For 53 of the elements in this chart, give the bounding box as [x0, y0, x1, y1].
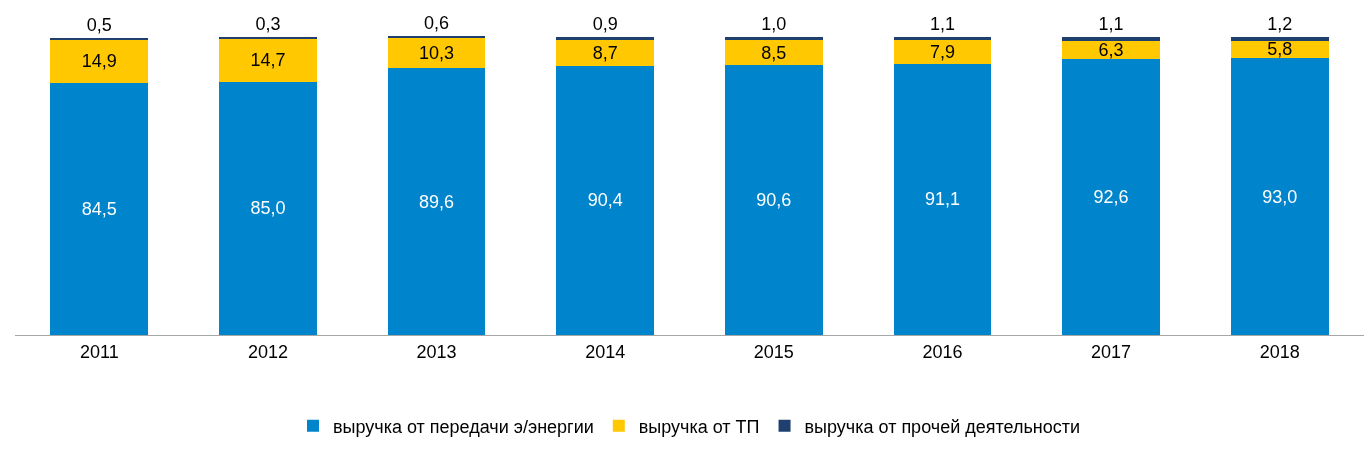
- x-tick-label: 2016: [922, 341, 963, 362]
- bar: [387, 68, 486, 335]
- data-label: 8,5: [761, 42, 787, 63]
- data-label: 5,8: [1267, 39, 1293, 60]
- data-label: 14,9: [81, 51, 117, 72]
- bar: [724, 65, 823, 335]
- bar: [50, 39, 149, 84]
- data-label: 93,0: [1262, 186, 1298, 207]
- bar: [1062, 37, 1160, 41]
- data-label: 10,3: [419, 42, 455, 63]
- data-label: 90,6: [756, 190, 792, 211]
- x-tick-label: 2013: [416, 341, 457, 362]
- bar: [1062, 59, 1160, 335]
- x-tick-label: 2015: [753, 341, 794, 362]
- data-label: 92,6: [1093, 187, 1129, 208]
- data-label: 1,1: [929, 13, 955, 34]
- bar: [219, 81, 317, 335]
- data-label: 0,6: [424, 12, 450, 33]
- data-label: 0,9: [592, 14, 618, 35]
- bar: [556, 37, 655, 40]
- data-label: 0,3: [255, 14, 281, 34]
- x-tick-label: 2017: [1091, 341, 1132, 362]
- x-tick-label: 2018: [1259, 341, 1300, 362]
- legend-label: выручка от ТП: [638, 416, 760, 437]
- data-label: 1,0: [761, 13, 787, 34]
- data-label: 89,6: [419, 191, 455, 212]
- data-label: 14,7: [250, 50, 286, 71]
- bar: [893, 63, 992, 335]
- data-label: 0,5: [86, 14, 112, 35]
- legend-label: выручка от прочей деятельности: [804, 416, 1081, 437]
- legend-label: выручка от передачи э/энергии: [333, 416, 594, 437]
- bar: [893, 36, 992, 41]
- x-tick-label: 2011: [79, 341, 119, 362]
- data-label: 91,1: [924, 189, 960, 210]
- bar: [724, 39, 823, 66]
- data-label: 8,7: [592, 42, 618, 63]
- bar: [893, 40, 992, 64]
- bar: [1230, 37, 1329, 41]
- bar: [1230, 58, 1329, 335]
- data-label: 84,5: [81, 199, 117, 220]
- data-label: 90,4: [587, 190, 623, 211]
- data-label: 85,0: [250, 198, 286, 219]
- bar: [556, 39, 655, 66]
- data-label: 7,9: [929, 41, 955, 62]
- x-tick-label: 2012: [247, 341, 288, 362]
- x-tick-label: 2014: [585, 341, 626, 362]
- bar: [556, 65, 655, 335]
- data-label: 1,1: [1098, 14, 1124, 35]
- bar: [50, 83, 149, 335]
- bar: [219, 38, 317, 82]
- data-label: 6,3: [1098, 39, 1124, 60]
- data-label: 1,2: [1267, 14, 1293, 35]
- bar: [724, 36, 823, 40]
